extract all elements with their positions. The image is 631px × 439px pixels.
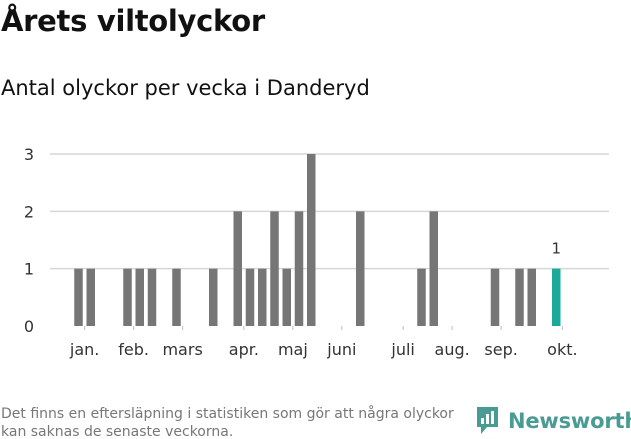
bar bbox=[172, 268, 181, 326]
bar bbox=[490, 268, 500, 326]
y-tick-label: 0 bbox=[24, 317, 34, 336]
x-tick-label: jan. bbox=[69, 340, 99, 359]
y-tick-label: 1 bbox=[24, 260, 34, 279]
bar bbox=[282, 268, 291, 326]
bar bbox=[86, 268, 95, 326]
y-tick-label: 3 bbox=[24, 145, 34, 164]
newsworthy-logo-icon bbox=[477, 407, 498, 434]
x-tick-label: maj bbox=[278, 340, 308, 359]
x-tick-label: apr. bbox=[229, 340, 259, 359]
brand-logo: Newsworthy bbox=[475, 405, 631, 436]
bar bbox=[429, 211, 438, 326]
bar bbox=[417, 268, 426, 326]
bar-highlight bbox=[552, 268, 561, 326]
bar bbox=[209, 268, 218, 326]
bar bbox=[515, 268, 524, 326]
bar bbox=[270, 211, 279, 326]
x-tick-label: feb. bbox=[118, 340, 149, 359]
brand-name: Newsworthy bbox=[508, 408, 631, 433]
x-tick-label: mars bbox=[162, 340, 202, 359]
bar bbox=[123, 268, 132, 326]
bar bbox=[258, 268, 267, 326]
gridlines bbox=[50, 153, 609, 270]
bar bbox=[74, 268, 83, 326]
footnote: Det finns en eftersläpning i statistiken… bbox=[1, 406, 454, 439]
y-tick-label: 2 bbox=[24, 202, 34, 221]
bar bbox=[307, 154, 316, 326]
bar bbox=[245, 268, 255, 326]
x-tick-label: juli bbox=[390, 340, 414, 359]
x-tick-label: aug. bbox=[435, 340, 470, 359]
bar bbox=[135, 268, 144, 326]
bar bbox=[527, 268, 536, 326]
axis-labels: 0 1 2 3 1 jan. feb. mars apr. maj juni juli aug. sep.… bbox=[24, 145, 578, 359]
bar bbox=[356, 211, 365, 326]
x-tick-label: juni bbox=[326, 340, 356, 359]
bar bbox=[233, 211, 242, 326]
bar bbox=[147, 268, 157, 326]
bar bbox=[294, 211, 304, 326]
bars bbox=[74, 154, 561, 326]
chart-subtitle: Antal olyckor per vecka i Danderyd bbox=[1, 76, 370, 100]
bar-data-label: 1 bbox=[551, 240, 561, 258]
x-tick-label: sep. bbox=[484, 340, 517, 359]
page-title: Årets viltolyckor bbox=[1, 4, 265, 38]
x-tick-label: okt. bbox=[547, 340, 577, 359]
